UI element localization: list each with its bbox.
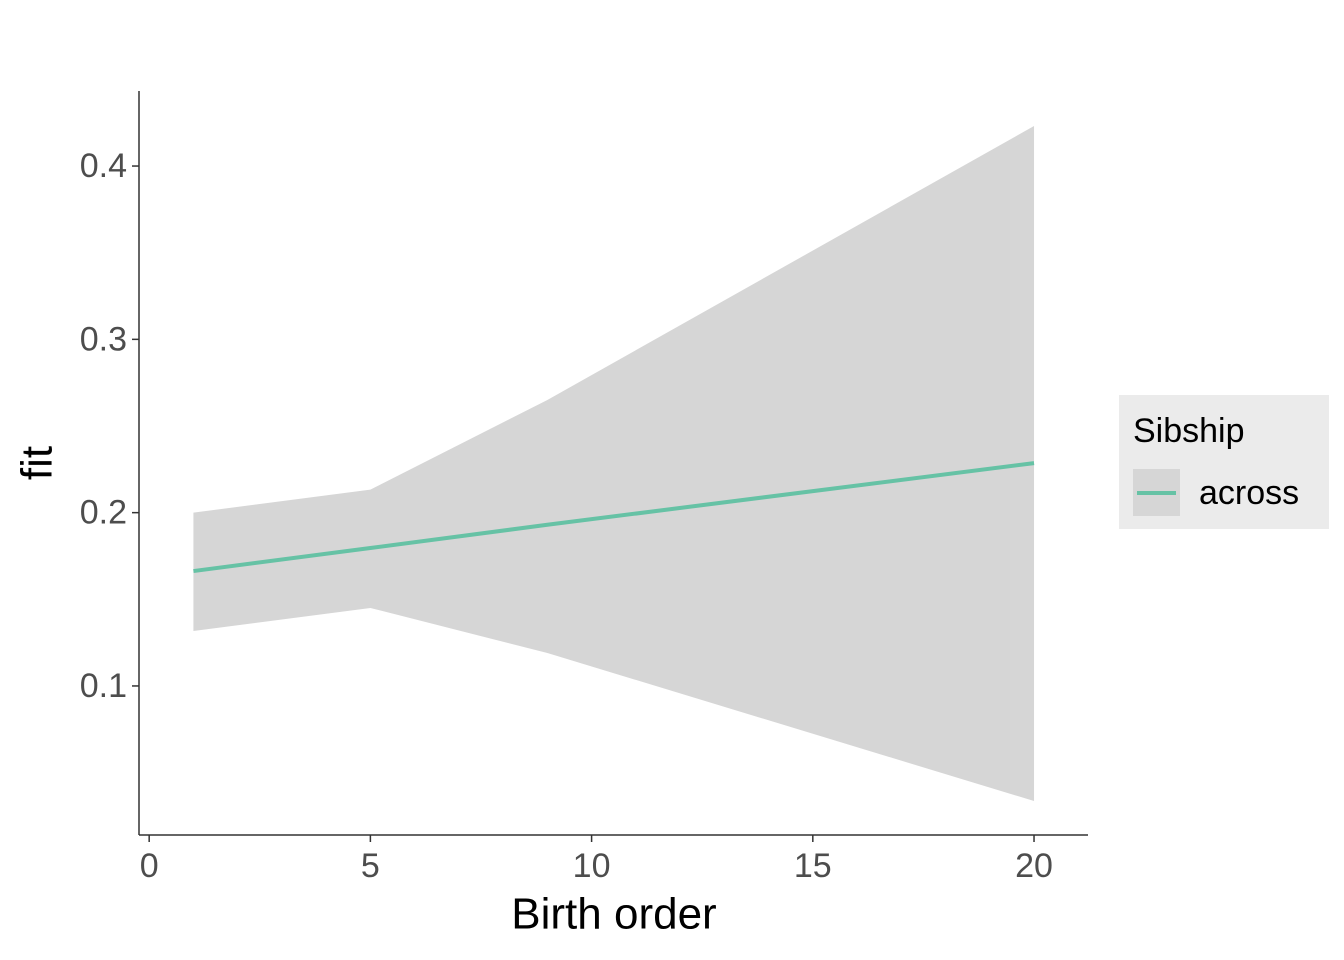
x-tick-label: 15 — [794, 847, 832, 885]
ribbon — [193, 126, 1035, 802]
fit-line — [193, 461, 1035, 574]
y-tick-label: 0.3 — [80, 320, 127, 358]
y-tick-label: 0.4 — [80, 147, 127, 185]
y-tick-label: 0.1 — [80, 667, 127, 705]
x-tick-label: 10 — [573, 847, 611, 885]
legend-label: across — [1199, 474, 1299, 512]
x-tick-label: 0 — [140, 847, 159, 885]
x-tick-label: 5 — [361, 847, 380, 885]
x-tick-label: 20 — [1015, 847, 1053, 885]
y-tick-label: 0.2 — [80, 494, 127, 532]
x-axis-title: Birth order — [511, 890, 716, 939]
y-axis-title: fit — [13, 446, 62, 480]
legend-title: Sibship — [1133, 412, 1245, 450]
